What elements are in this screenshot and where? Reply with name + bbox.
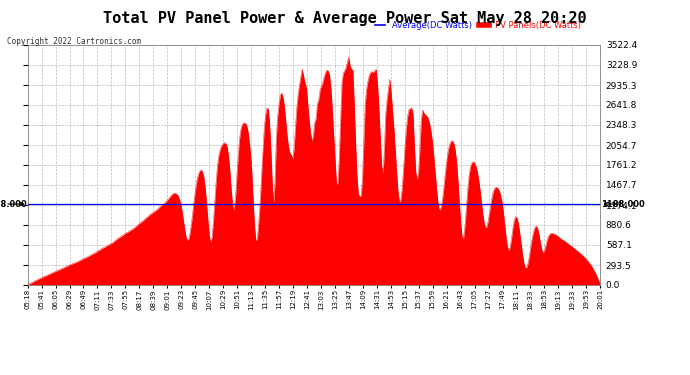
Text: Total PV Panel Power & Average Power Sat May 28 20:20: Total PV Panel Power & Average Power Sat… [104, 11, 586, 26]
Text: 1188.000: 1188.000 [601, 200, 644, 208]
Legend: Average(DC Watts), PV Panels(DC Watts): Average(DC Watts), PV Panels(DC Watts) [372, 18, 584, 34]
Text: 1188.000: 1188.000 [0, 200, 27, 208]
Text: Copyright 2022 Cartronics.com: Copyright 2022 Cartronics.com [7, 38, 141, 46]
